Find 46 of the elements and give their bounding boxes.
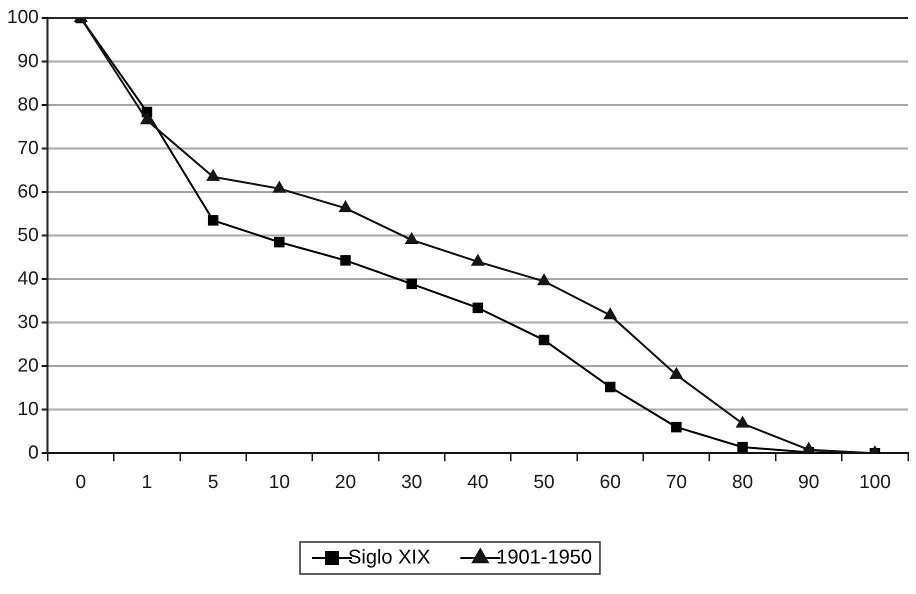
y-tick-label: 60 xyxy=(18,181,39,202)
point xyxy=(670,368,683,379)
x-tick-label: 40 xyxy=(467,472,488,493)
x-tick-label: 5 xyxy=(208,472,218,493)
y-tick-label: 10 xyxy=(18,398,39,420)
x-tick-label: 30 xyxy=(401,472,422,493)
x-tick-label: 20 xyxy=(334,472,356,493)
y-tick-label: 40 xyxy=(18,268,39,290)
y-tick-label: 90 xyxy=(18,50,39,72)
point xyxy=(604,382,616,392)
point xyxy=(206,170,220,181)
x-tick-label: 0 xyxy=(76,472,86,493)
point xyxy=(140,113,154,124)
legend-label: 1901-1950 xyxy=(496,546,592,569)
point xyxy=(339,201,352,212)
x-tick-label: 70 xyxy=(666,472,687,493)
point xyxy=(538,334,550,346)
x-tick-label: 1 xyxy=(142,472,152,493)
point xyxy=(736,416,749,428)
x-tick-label: 50 xyxy=(533,472,555,493)
point xyxy=(340,255,351,266)
x-tick-label: 60 xyxy=(600,472,621,493)
y-tick-label: 0 xyxy=(28,442,39,464)
point xyxy=(472,302,484,314)
y-tick-label: 50 xyxy=(18,224,39,246)
x-tick-label: 80 xyxy=(732,472,754,493)
y-tick-label: 100 xyxy=(7,7,39,28)
y-tick-label: 70 xyxy=(18,138,39,159)
y-tick-label: 30 xyxy=(18,312,39,333)
point xyxy=(538,274,550,286)
point xyxy=(737,442,748,452)
point xyxy=(273,182,286,193)
point xyxy=(472,254,484,266)
point xyxy=(406,278,417,290)
point xyxy=(604,308,616,320)
y-tick-label: 80 xyxy=(18,94,39,116)
x-tick-label: 10 xyxy=(268,472,290,493)
point xyxy=(405,232,418,244)
point xyxy=(274,236,285,248)
point xyxy=(671,422,682,432)
x-tick-label: 90 xyxy=(798,472,820,493)
legend-label: Siglo XIX xyxy=(348,546,430,569)
y-tick-label: 20 xyxy=(18,355,39,376)
x-tick-label: 100 xyxy=(859,472,891,493)
point xyxy=(208,215,218,226)
point xyxy=(802,442,815,454)
